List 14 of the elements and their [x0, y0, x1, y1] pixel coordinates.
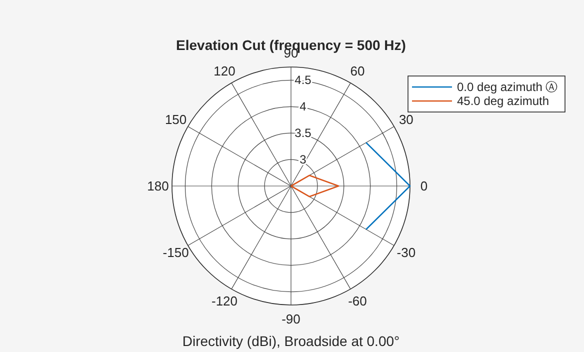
- spoke-label: -120: [211, 294, 238, 309]
- spoke-label: -30: [396, 245, 416, 260]
- spoke-label: 120: [214, 63, 236, 78]
- spoke-label: 180: [147, 178, 169, 194]
- spoke-label: 30: [398, 112, 414, 127]
- legend-label: 0.0 deg azimuth Ⓐ: [457, 80, 558, 94]
- spoke-label: -150: [162, 245, 189, 260]
- spoke-label: 0: [420, 178, 428, 194]
- spoke-label: -90: [282, 312, 300, 326]
- spoke-label: 60: [350, 63, 365, 78]
- legend-label: 45.0 deg azimuth: [457, 94, 550, 108]
- spoke-label: 150: [164, 112, 187, 127]
- text: Directivity (dBi), Broadside at 0.00°: [182, 333, 400, 349]
- spoke-label: -60: [348, 294, 367, 309]
